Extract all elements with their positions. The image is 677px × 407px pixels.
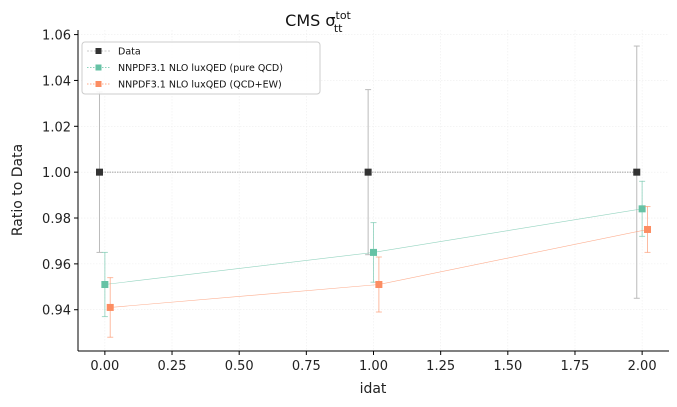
series-layer [95,45,652,338]
ticks: 0.00 0.25 0.50 0.75 1.00 1.25 1.50 1.75 2.00 0.94… [42,29,657,374]
x-tick-label: 1.50 [493,359,522,374]
x-tick-label: 1.75 [561,359,590,374]
legend-label: NNPDF3.1 NLO luxQED (QCD+EW) [118,80,282,91]
series-2 [106,206,652,338]
data-point [364,168,372,176]
legend-label: NNPDF3.1 NLO luxQED (pure QCD) [118,63,283,74]
data-point [101,281,109,289]
legend-marker [95,64,102,71]
y-axis-label: Ratio to Data [10,144,26,236]
y-tick-label: 1.02 [42,120,71,135]
legend-label: Data [118,47,141,58]
data-point [95,168,103,176]
y-tick-label: 0.96 [42,258,71,273]
chart-title: CMS σtot tt [285,9,351,35]
y-tick-label: 0.98 [42,212,71,227]
legend-items: Data NNPDF3.1 NLO luxQED (pure QCD) NNPDF3… [87,47,283,91]
x-tick-label: 1.25 [426,359,455,374]
x-tick-label: 0.25 [158,359,187,374]
y-tick-label: 0.94 [42,304,71,319]
data-point [644,225,652,233]
data-point [633,168,641,176]
x-tick-label: 2.00 [628,359,657,374]
x-tick-label: 1.00 [359,359,388,374]
chart-title-sub: tt [334,22,343,35]
series-1 [101,180,646,318]
legend-frame [81,41,321,95]
data-point [375,281,383,289]
data-point [370,248,377,256]
y-tick-label: 1.06 [42,29,71,44]
legend-marker [95,48,102,54]
data-point [106,303,114,311]
series-0 [95,45,641,299]
legend: Data NNPDF3.1 NLO luxQED (pure QCD) NNPDF3… [81,41,321,95]
y-tick-label: 1.00 [42,166,71,181]
chart-title-sup: tot [336,9,352,22]
x-tick-label: 0.00 [90,359,119,374]
data-point [638,205,646,213]
legend-marker [95,81,102,87]
x-axis-label: idat [360,381,387,397]
chart-title-main: CMS σ [285,11,335,30]
x-tick-label: 0.75 [292,359,321,374]
y-tick-label: 1.04 [42,74,71,89]
x-tick-label: 0.50 [225,359,254,374]
